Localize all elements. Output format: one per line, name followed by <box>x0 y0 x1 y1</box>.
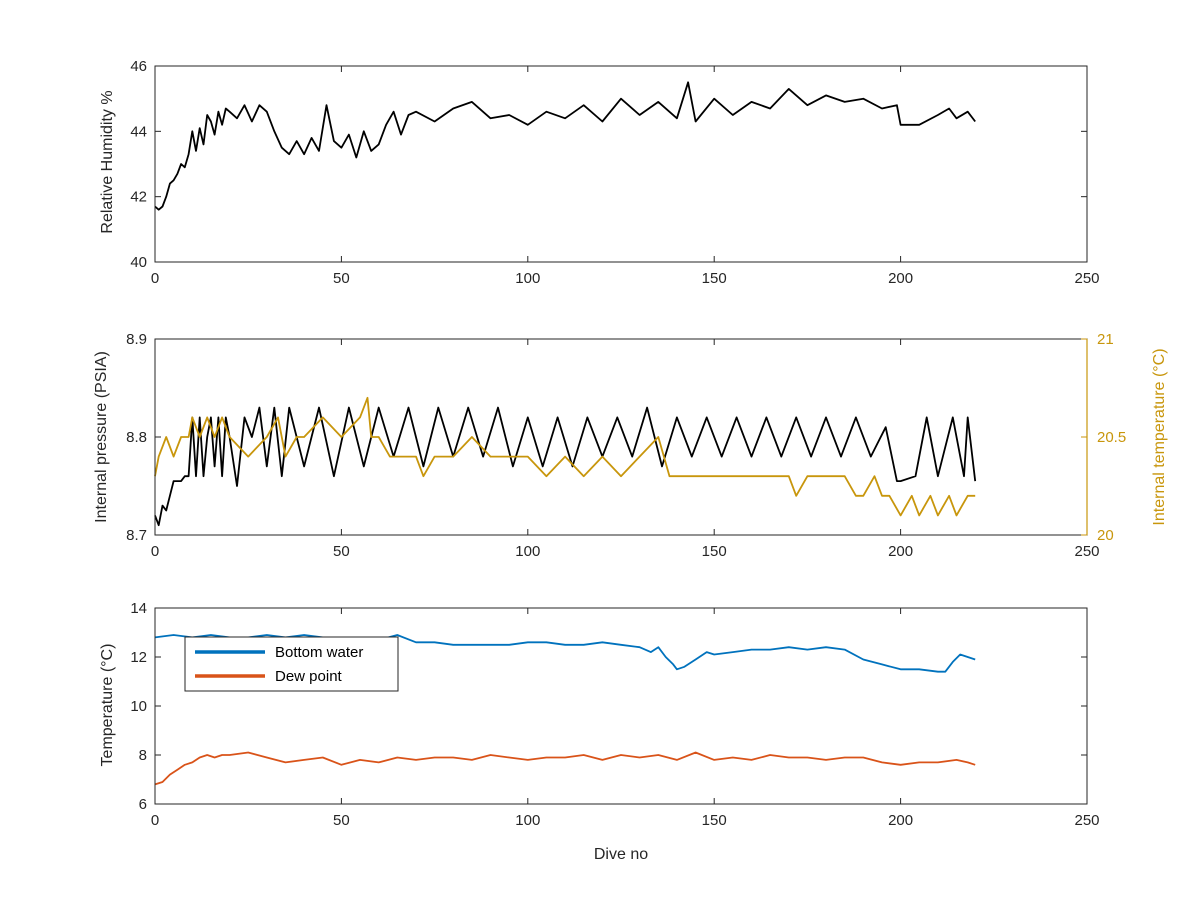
internal-temperature-y-axis-label: Internal temperature (°C) <box>1151 348 1168 525</box>
temperature-panel: Temperature (°C) Dive no 0 50 100 150 200 250… <box>99 600 1100 863</box>
y-tick-label-0-44: 44 <box>130 123 147 140</box>
x-tick-label-0-200: 200 <box>888 270 913 287</box>
x-tick-label-0-150: 150 <box>702 270 727 287</box>
series-line-2-1 <box>154 751 976 786</box>
y-tick-label-2-14: 14 <box>130 600 147 617</box>
humidity-y-axis-label: Relative Humidity % <box>99 90 116 233</box>
x-tick-label-0-100: 100 <box>515 270 540 287</box>
humidity-panel: Relative Humidity % 0 50 100 150 200 250 40 42 4… <box>99 58 1100 287</box>
y-tick-label-0-42: 42 <box>130 189 147 206</box>
x-axis-label: Dive no <box>594 846 648 863</box>
series-line-0-0 <box>154 81 976 211</box>
y-tick-label-2-10: 10 <box>130 698 147 715</box>
x-tick-label-2-250: 250 <box>1074 812 1099 829</box>
x-tick-label-1-250: 250 <box>1074 543 1099 560</box>
y-tick-label-1-8.9: 8.9 <box>126 331 147 348</box>
axes-box-0 <box>154 65 1088 263</box>
x-tick-label-2-200: 200 <box>888 812 913 829</box>
x-tick-label-0-0: 0 <box>151 270 159 287</box>
y-tick-label-0-46: 46 <box>130 58 147 75</box>
y-tick-label-2-8: 8 <box>139 747 147 764</box>
y-tick-label-2-6: 6 <box>139 796 147 813</box>
y2-tick-label-1-20: 20 <box>1097 527 1114 544</box>
x-tick-label-2-0: 0 <box>151 812 159 829</box>
x-tick-label-1-150: 150 <box>702 543 727 560</box>
pressure-panel: Internal pressure (PSIA) Internal temper… <box>93 331 1168 560</box>
x-tick-label-2-50: 50 <box>333 812 350 829</box>
x-tick-label-1-100: 100 <box>515 543 540 560</box>
x-tick-label-1-0: 0 <box>151 543 159 560</box>
x-tick-label-2-100: 100 <box>515 812 540 829</box>
y2-tick-label-1-21: 21 <box>1097 331 1114 348</box>
legend-box <box>184 636 399 692</box>
y-tick-label-1-8.7: 8.7 <box>126 527 147 544</box>
series-line-1-1 <box>154 396 976 517</box>
pressure-y-axis-label: Internal pressure (PSIA) <box>93 351 110 523</box>
y2-tick-label-1-20.5: 20.5 <box>1097 429 1126 446</box>
x-tick-label-1-200: 200 <box>888 543 913 560</box>
y-tick-label-1-8.8: 8.8 <box>126 429 147 446</box>
x-tick-label-0-50: 50 <box>333 270 350 287</box>
legend-label-1: Dew point <box>275 668 343 685</box>
x-tick-label-1-50: 50 <box>333 543 350 560</box>
legend-label-0: Bottom water <box>275 644 363 661</box>
series-line-1-0 <box>154 406 977 527</box>
temperature-y-axis-label: Temperature (°C) <box>99 644 116 767</box>
x-tick-label-2-150: 150 <box>702 812 727 829</box>
x-tick-label-0-250: 250 <box>1074 270 1099 287</box>
y-tick-label-2-12: 12 <box>130 649 147 666</box>
y-tick-label-0-40: 40 <box>130 254 147 271</box>
